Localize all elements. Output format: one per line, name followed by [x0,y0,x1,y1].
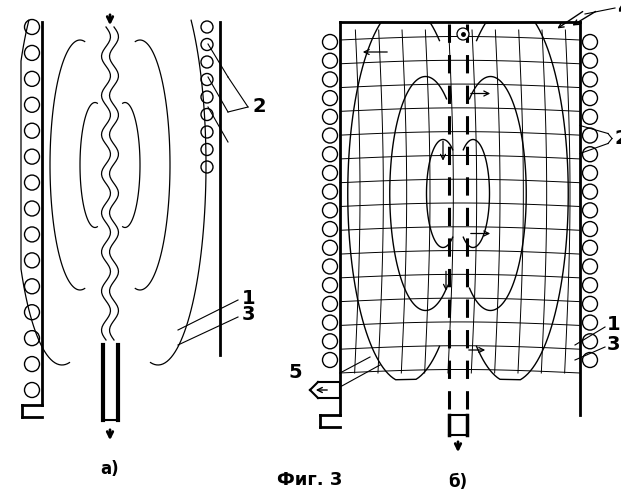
Circle shape [24,149,40,164]
Circle shape [582,34,597,50]
Text: б): б) [448,473,468,491]
Circle shape [582,110,597,124]
Circle shape [24,304,40,320]
Circle shape [322,259,337,274]
Circle shape [201,108,213,120]
Circle shape [582,352,597,368]
Circle shape [582,53,597,68]
Text: Фиг. 3: Фиг. 3 [278,471,343,489]
Circle shape [24,175,40,190]
Circle shape [201,161,213,173]
Text: 3: 3 [242,306,255,324]
Circle shape [582,72,597,87]
Circle shape [582,128,597,143]
Circle shape [582,296,597,312]
Circle shape [322,146,337,162]
Text: а): а) [101,460,119,478]
Circle shape [24,46,40,60]
Circle shape [582,315,597,330]
Circle shape [322,53,337,68]
Circle shape [24,382,40,398]
Circle shape [24,330,40,345]
Circle shape [322,334,337,349]
Circle shape [24,227,40,242]
Circle shape [457,28,469,40]
Circle shape [582,166,597,180]
Circle shape [582,203,597,218]
Circle shape [582,184,597,199]
Circle shape [322,296,337,312]
Text: 1: 1 [242,288,256,308]
Circle shape [322,222,337,236]
Circle shape [582,146,597,162]
Circle shape [322,278,337,292]
Circle shape [322,110,337,124]
Circle shape [582,240,597,256]
Circle shape [24,72,40,86]
Circle shape [24,98,40,112]
Text: 2: 2 [252,98,266,116]
Circle shape [201,56,213,68]
Text: 2: 2 [614,129,621,148]
Circle shape [24,201,40,216]
Circle shape [582,222,597,236]
Circle shape [322,34,337,50]
Circle shape [24,279,40,294]
Circle shape [24,253,40,268]
Circle shape [24,356,40,372]
Circle shape [201,91,213,103]
Circle shape [582,278,597,292]
Circle shape [201,74,213,86]
Circle shape [322,315,337,330]
Text: 4: 4 [617,0,621,18]
Circle shape [322,240,337,256]
Circle shape [322,128,337,143]
Text: 1: 1 [607,316,620,334]
Circle shape [322,203,337,218]
Circle shape [322,72,337,87]
Circle shape [582,334,597,349]
Circle shape [201,144,213,156]
Circle shape [24,20,40,34]
Circle shape [201,38,213,50]
Circle shape [582,90,597,106]
Circle shape [322,352,337,368]
Circle shape [201,126,213,138]
Text: 5: 5 [288,362,302,382]
Circle shape [322,184,337,199]
Circle shape [322,166,337,180]
Circle shape [201,21,213,33]
Text: 3: 3 [607,336,620,354]
Circle shape [24,123,40,138]
Circle shape [582,259,597,274]
Circle shape [322,90,337,106]
